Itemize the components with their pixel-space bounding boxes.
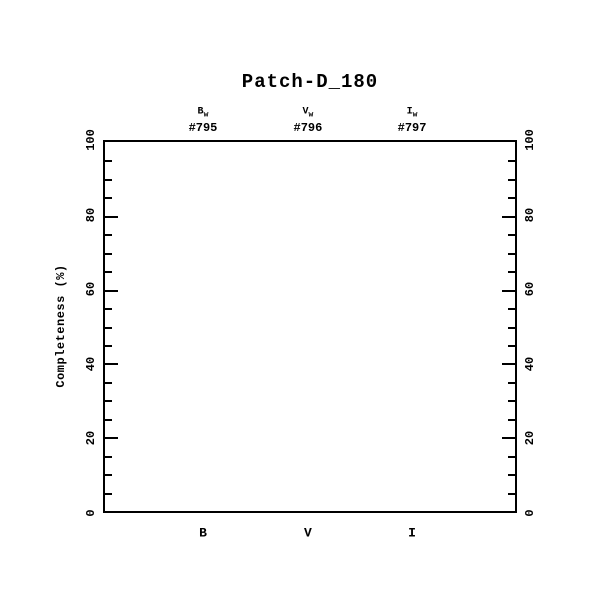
y-major-tick-left	[105, 363, 118, 366]
y-minor-tick-left	[105, 252, 112, 255]
y-tick-label-right: 100	[523, 129, 537, 151]
y-tick-label-right: 40	[523, 356, 537, 371]
band-name: B	[197, 106, 204, 118]
y-minor-tick-right	[508, 178, 515, 181]
x-category-label: I	[408, 525, 416, 541]
y-minor-tick-left	[105, 308, 112, 311]
y-minor-tick-right	[508, 234, 515, 237]
y-minor-tick-right	[508, 326, 515, 329]
y-minor-tick-left	[105, 400, 112, 403]
y-minor-tick-left	[105, 160, 112, 163]
y-major-tick-right	[502, 363, 515, 366]
plot-title: Patch-D_180	[241, 71, 379, 93]
y-tick-label-left: 0	[84, 509, 98, 517]
y-minor-tick-right	[508, 381, 515, 384]
x-category-label: B	[199, 525, 207, 541]
y-minor-tick-left	[105, 178, 112, 181]
y-minor-tick-right	[508, 418, 515, 421]
y-major-tick-left	[105, 289, 118, 292]
y-minor-tick-right	[508, 252, 515, 255]
y-major-tick-right	[502, 437, 515, 440]
plot-frame	[103, 140, 517, 513]
y-minor-tick-left	[105, 455, 112, 458]
band-subscript: w	[203, 110, 209, 120]
y-minor-tick-left	[105, 492, 112, 495]
y-minor-tick-right	[508, 197, 515, 200]
band-subscript: w	[308, 110, 314, 120]
y-minor-tick-right	[508, 455, 515, 458]
y-tick-label-right: 0	[523, 509, 537, 517]
y-tick-label-left: 100	[84, 129, 98, 151]
y-tick-label-right: 60	[523, 281, 537, 297]
y-tick-label-left: 60	[84, 281, 98, 297]
y-minor-tick-left	[105, 326, 112, 329]
y-minor-tick-left	[105, 418, 112, 421]
y-tick-label-left: 40	[84, 356, 98, 371]
y-major-tick-right	[502, 215, 515, 218]
y-axis-title: Completeness (%)	[54, 264, 68, 388]
y-minor-tick-right	[508, 492, 515, 495]
field-number-label: #796	[293, 121, 323, 135]
y-minor-tick-right	[508, 474, 515, 477]
y-minor-tick-right	[508, 308, 515, 311]
band-name: I	[406, 106, 413, 118]
band-label: Bw	[197, 106, 209, 120]
band-name: V	[302, 106, 309, 118]
y-minor-tick-left	[105, 234, 112, 237]
y-tick-label-left: 20	[84, 431, 98, 446]
y-tick-label-left: 80	[84, 207, 98, 222]
band-subscript: w	[412, 110, 418, 120]
y-minor-tick-left	[105, 344, 112, 347]
field-number-label: #797	[397, 121, 427, 135]
band-label: Iw	[406, 106, 418, 120]
x-category-label: V	[304, 525, 312, 541]
y-minor-tick-right	[508, 344, 515, 347]
y-major-tick-left	[105, 215, 118, 218]
y-major-tick-left	[105, 437, 118, 440]
y-minor-tick-right	[508, 160, 515, 163]
y-tick-label-right: 20	[523, 431, 537, 446]
band-label: Vw	[302, 106, 314, 120]
y-minor-tick-left	[105, 474, 112, 477]
field-number-label: #795	[188, 121, 218, 135]
y-minor-tick-left	[105, 271, 112, 274]
y-minor-tick-right	[508, 400, 515, 403]
y-major-tick-right	[502, 289, 515, 292]
y-minor-tick-right	[508, 271, 515, 274]
y-minor-tick-left	[105, 197, 112, 200]
y-tick-label-right: 80	[523, 207, 537, 222]
y-minor-tick-left	[105, 381, 112, 384]
